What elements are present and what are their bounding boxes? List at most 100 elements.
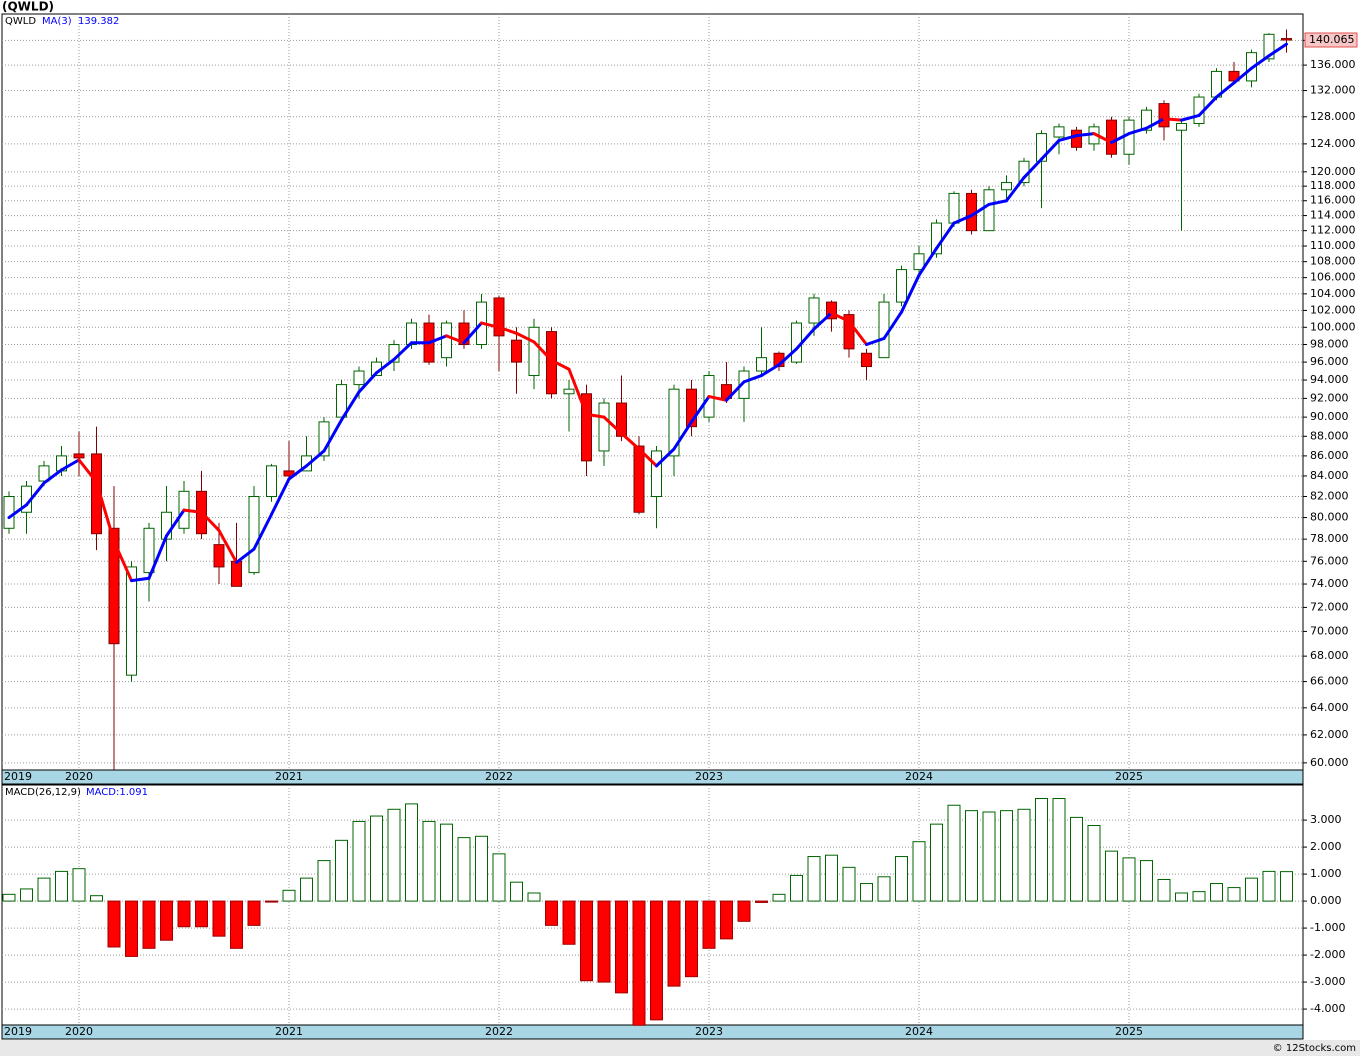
- macd-bar: [90, 895, 103, 902]
- ma-segment: [1075, 132, 1096, 138]
- candle-body: [3, 496, 15, 529]
- macd-bar: [177, 900, 191, 928]
- candle-body: [756, 357, 767, 372]
- y-tick-label: 1.000: [1310, 867, 1342, 880]
- x-tick-label: 2019: [4, 770, 32, 783]
- macd-bar: [965, 810, 978, 902]
- y-tick-label: 86.000: [1310, 449, 1349, 462]
- ma-segment: [147, 534, 168, 580]
- y-tick-label: 66.000: [1310, 675, 1349, 688]
- macd-bar: [1210, 883, 1223, 902]
- macd-bar: [1157, 878, 1171, 902]
- macd-bar: [527, 892, 541, 902]
- candle-body: [1141, 109, 1152, 131]
- candle-body: [616, 402, 627, 437]
- x-tick-label: 2023: [695, 770, 723, 783]
- macd-bar: [755, 900, 768, 903]
- candle-body: [878, 301, 890, 359]
- macd-bar: [545, 900, 558, 926]
- macd-bar: [1227, 887, 1241, 902]
- candle-body: [948, 192, 960, 224]
- ma-segment: [497, 325, 518, 335]
- date-bar: [1, 1024, 1304, 1040]
- macd-bar: [282, 889, 296, 902]
- ma-segment: [952, 214, 973, 225]
- macd-bar: [247, 900, 261, 926]
- y-tick-label: 60.000: [1310, 756, 1349, 769]
- candle-body: [511, 339, 522, 363]
- macd-bar: [1105, 850, 1118, 902]
- candle-body: [441, 322, 452, 359]
- macd-bar: [72, 868, 86, 902]
- x-tick-label: 2020: [65, 770, 93, 783]
- y-tick-label: 100.000: [1310, 320, 1356, 333]
- macd-bar: [615, 900, 628, 994]
- ma-segment: [707, 395, 728, 402]
- ma-segment: [987, 199, 1008, 206]
- candle-body: [791, 322, 802, 363]
- macd-bar: [685, 900, 698, 978]
- macd-bar: [457, 837, 471, 902]
- macd-bar: [440, 823, 453, 902]
- macd-bar: [895, 856, 908, 902]
- macd-bar: [1000, 810, 1013, 902]
- candle-body: [931, 222, 942, 255]
- ma-segment: [900, 273, 921, 314]
- y-tick-label: 132.000: [1310, 84, 1356, 97]
- ma-segment: [60, 458, 81, 472]
- macd-bar: [317, 860, 331, 902]
- x-tick-label: 2024: [905, 770, 933, 783]
- macd-bar: [37, 877, 51, 902]
- candle-body: [318, 421, 330, 457]
- macd-bar: [790, 874, 803, 902]
- ma-segment: [77, 458, 98, 484]
- ma-segment: [585, 412, 606, 419]
- ma-segment: [865, 336, 886, 347]
- ma-segment: [672, 420, 693, 451]
- candle-body: [581, 393, 592, 462]
- ma-segment: [1005, 176, 1026, 203]
- candle-body: [126, 566, 137, 676]
- y-tick-label: 128.000: [1310, 110, 1356, 123]
- x-tick-label: 2025: [1115, 770, 1143, 783]
- ma-segment: [322, 418, 343, 453]
- ma-segment: [42, 468, 63, 485]
- macd-bar: [825, 854, 838, 902]
- macd-bar: [352, 820, 366, 902]
- y-tick-label: 64.000: [1310, 701, 1349, 714]
- macd-bar: [597, 900, 611, 983]
- macd-bar: [2, 893, 16, 902]
- ma-segment: [165, 508, 186, 538]
- candle-body: [528, 326, 540, 377]
- macd-bar: [1070, 816, 1083, 902]
- candle-body: [458, 322, 470, 346]
- macd-bar: [55, 870, 68, 902]
- chart-title: (QWLD): [2, 0, 54, 14]
- ma-segment: [602, 415, 623, 435]
- candle-body: [336, 384, 347, 418]
- last-price-label: 140.065: [1309, 33, 1355, 46]
- macd-bar: [1192, 891, 1206, 902]
- ma-segment: [25, 481, 46, 507]
- candle-body: [808, 297, 820, 324]
- y-tick-label: 70.000: [1310, 624, 1349, 637]
- macd-bar: [125, 900, 138, 957]
- ma-segment: [252, 512, 273, 551]
- ma-segment: [690, 395, 711, 424]
- candle-body: [213, 544, 225, 568]
- price-panel: [1, 13, 1304, 771]
- macd-bar: [195, 900, 208, 928]
- y-tick-label: 0.000: [1310, 894, 1342, 907]
- y-tick-label: 106.000: [1310, 271, 1356, 284]
- macd-bar: [370, 815, 383, 902]
- ma-segment: [445, 334, 466, 345]
- macd-bar: [230, 900, 243, 949]
- y-tick-label: 110.000: [1310, 239, 1356, 252]
- y-tick-label: 90.000: [1310, 410, 1349, 423]
- macd-bar: [720, 900, 733, 940]
- ma-segment: [847, 319, 868, 347]
- macd-bar: [982, 811, 996, 902]
- ma-segment: [200, 510, 221, 532]
- candle-body: [651, 450, 662, 498]
- ma-segment: [655, 447, 676, 468]
